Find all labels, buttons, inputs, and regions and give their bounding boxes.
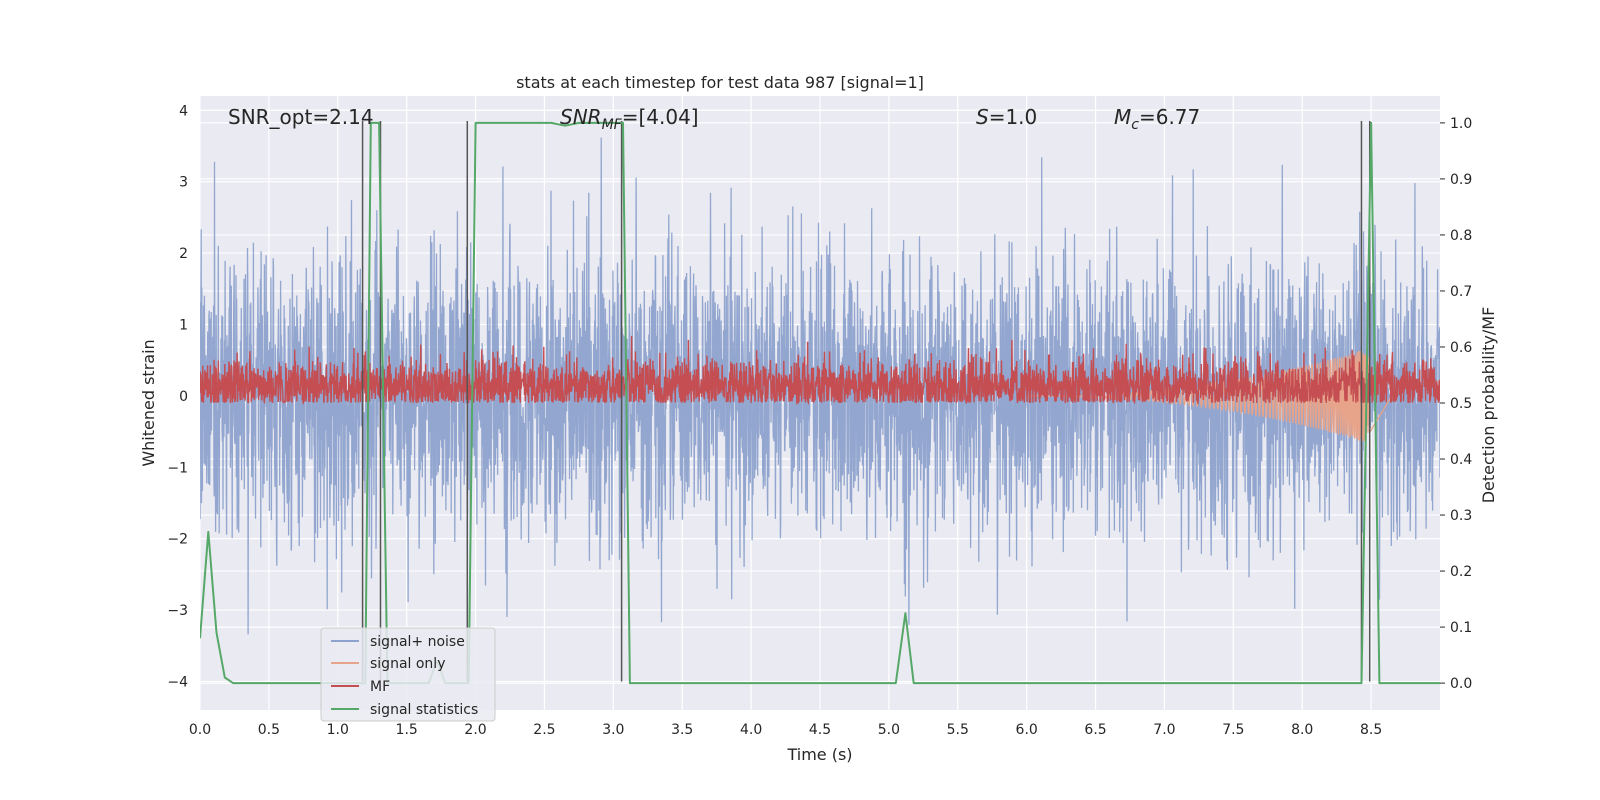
x-tick-label-8: 4.0 — [740, 722, 762, 738]
x-tick-label-17: 8.5 — [1360, 722, 1382, 738]
line-mf — [200, 335, 1440, 406]
y-right-tick-label-6: 0.6 — [1450, 340, 1472, 356]
y-left-tick-label-7: 3 — [179, 175, 188, 191]
series-signal-noise — [200, 137, 1440, 635]
x-tick-label-5: 2.5 — [533, 722, 555, 738]
x-axis-label: Time (s) — [786, 745, 852, 764]
x-tick-label-9: 4.5 — [809, 722, 831, 738]
x-tick-label-2: 1.0 — [327, 722, 349, 738]
annotation-snr-mf: SNRMF=[4.04] — [560, 105, 699, 133]
y-left-tick-label-8: 4 — [179, 103, 188, 119]
y-left-tick-label-5: 1 — [179, 317, 188, 333]
x-axis-ticks: 0.0 0.5 1.0 1.5 2.0 2.5 3.0 3.5 4.0 4.5 5.0 5.5 6.0 6… — [189, 722, 1382, 738]
annotation-mc-value: =6.77 — [1139, 105, 1200, 129]
legend-label-signal-noise: signal+ noise — [370, 634, 465, 650]
y-left-tick-label-6: 2 — [179, 246, 188, 262]
annotation-s-value: =1.0 — [989, 105, 1038, 129]
x-tick-label-6: 3.0 — [602, 722, 624, 738]
x-tick-label-1: 0.5 — [258, 722, 280, 738]
annotation-snr-mf-symbol: SNR — [560, 105, 602, 129]
y-right-tick-label-8: 0.8 — [1450, 228, 1472, 244]
y-right-tick-label-9: 0.9 — [1450, 172, 1472, 188]
y-right-tick-label-1: 0.1 — [1450, 620, 1472, 636]
y-left-tick-label-2: −2 — [167, 532, 188, 548]
y-right-tick-label-0: 0.0 — [1450, 676, 1472, 692]
legend-label-signal-statistics: signal statistics — [370, 702, 478, 718]
annotation-snr-mf-subscript: MF — [602, 117, 623, 133]
x-tick-label-13: 6.5 — [1084, 722, 1106, 738]
y-axis-right-ticks: 0.0 0.1 0.2 0.3 0.4 0.5 0.6 0.7 0.8 0.9 1.0 — [1440, 116, 1472, 692]
y-right-tick-label-2: 0.2 — [1450, 564, 1472, 580]
line-signal-noise — [200, 137, 1440, 635]
x-tick-label-16: 8.0 — [1291, 722, 1313, 738]
chart-title: stats at each timestep for test data 987… — [516, 73, 924, 92]
x-tick-label-10: 5.0 — [878, 722, 900, 738]
annotation-snr-mf-value: =[4.04] — [622, 105, 699, 129]
y-right-tick-label-10: 1.0 — [1450, 116, 1472, 132]
legend-box — [320, 627, 496, 722]
annotation-snr-opt: SNR_opt=2.14 — [228, 105, 374, 129]
y-right-tick-label-5: 0.5 — [1450, 396, 1472, 412]
annotation-mc: Mc=6.77 — [1114, 105, 1200, 133]
y-right-tick-label-4: 0.4 — [1450, 452, 1472, 468]
legend-label-signal-only: signal only — [370, 656, 445, 672]
y-right-tick-label-3: 0.3 — [1450, 508, 1472, 524]
x-tick-label-4: 2.0 — [464, 722, 486, 738]
y-axis-right-label: Detection probability/MF — [1479, 307, 1498, 504]
x-tick-label-14: 7.0 — [1153, 722, 1175, 738]
y-axis-left-label: Whitened strain — [139, 339, 158, 466]
y-left-tick-label-1: −3 — [167, 603, 188, 619]
x-tick-label-3: 1.5 — [396, 722, 418, 738]
x-tick-label-15: 7.5 — [1222, 722, 1244, 738]
y-left-tick-label-4: 0 — [179, 389, 188, 405]
x-tick-label-0: 0.0 — [189, 722, 211, 738]
y-axis-left-ticks: −4 −3 −2 −1 0 1 2 3 4 — [167, 103, 188, 690]
y-right-tick-label-7: 0.7 — [1450, 284, 1472, 300]
legend: signal+ noise signal only MF signal stat… — [320, 627, 496, 722]
x-tick-label-11: 5.5 — [947, 722, 969, 738]
series-mf — [200, 335, 1440, 406]
annotation-mc-symbol: M — [1114, 105, 1131, 129]
y-left-tick-label-0: −4 — [167, 674, 188, 690]
x-tick-label-7: 3.5 — [671, 722, 693, 738]
annotation-s: S=1.0 — [976, 105, 1037, 129]
legend-label-mf: MF — [370, 679, 390, 695]
y-left-tick-label-3: −1 — [167, 460, 188, 476]
x-tick-label-12: 6.0 — [1016, 722, 1038, 738]
annotation-s-symbol: S — [976, 105, 989, 129]
annotation-mc-subscript: c — [1131, 117, 1139, 133]
